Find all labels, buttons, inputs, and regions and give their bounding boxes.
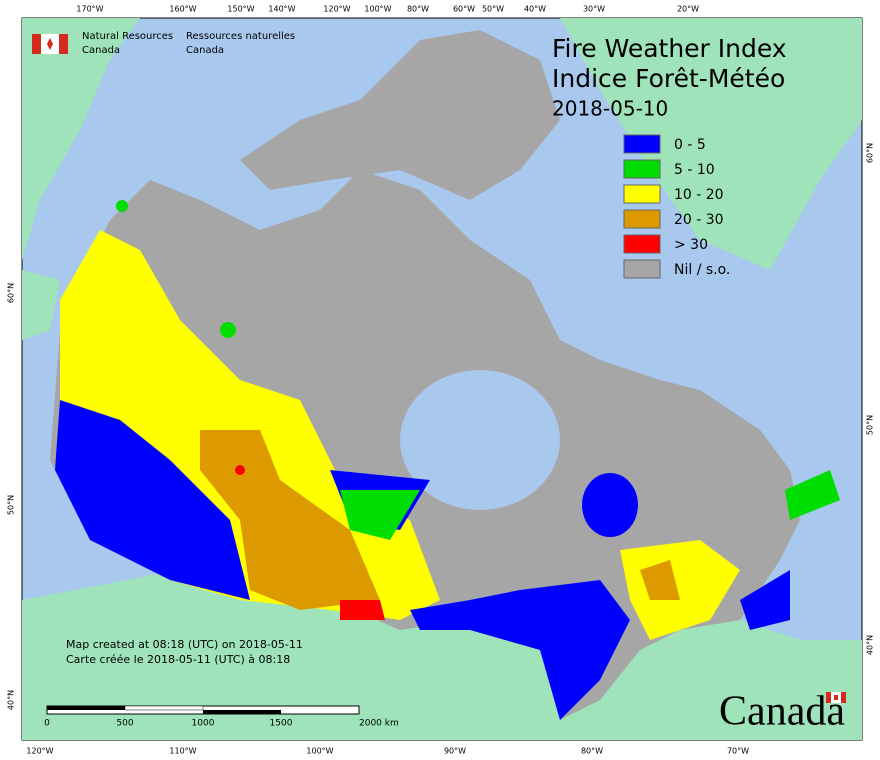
graticule-label: 40°N <box>7 690 16 710</box>
wordmark: Canada <box>719 689 845 735</box>
title-en: Fire Weather Index <box>552 34 787 63</box>
graticule-label: 60°N <box>7 283 16 303</box>
org-en: Natural Resources <box>82 31 173 42</box>
legend-label: 10 - 20 <box>674 187 724 203</box>
scale-label: 1000 <box>192 719 215 729</box>
note-en: Map created at 08:18 (UTC) on 2018-05-11 <box>66 638 303 651</box>
graticule-label: 140°W <box>268 5 295 14</box>
neighbour-land <box>22 18 862 740</box>
scale-label: 500 <box>116 719 133 729</box>
legend-label: > 30 <box>674 237 708 253</box>
date: 2018-05-10 <box>552 97 668 121</box>
graticule-label: 170°W <box>76 5 103 14</box>
legend: 0 - 5 5 - 10 10 - 20 20 - 30 > 30 Nil / s.o. <box>623 134 730 279</box>
graticule-label: 90°W <box>444 747 466 756</box>
legend-swatch <box>623 209 661 229</box>
graticule-label: 40°W <box>524 5 546 14</box>
logo <box>32 34 68 54</box>
graticule-label: 50°N <box>866 415 875 435</box>
title-fr: Indice Forêt-Météo <box>552 64 785 93</box>
graticule-label: 80°W <box>407 5 429 14</box>
legend-swatch <box>623 234 661 254</box>
graticule-label: 50°W <box>482 5 504 14</box>
legend-swatch <box>623 159 661 179</box>
graticule-label: 50°N <box>7 495 16 515</box>
wordmark-flag <box>826 692 846 703</box>
scale-label: 1500 <box>270 719 293 729</box>
graticule-label: 70°W <box>727 747 749 756</box>
org-fr: Canada <box>186 45 224 56</box>
org-en: Canada <box>82 45 120 56</box>
legend-label: 20 - 30 <box>674 212 724 228</box>
graticule-label: 30°W <box>583 5 605 14</box>
graticule-label: 150°W <box>227 5 254 14</box>
legend-swatch <box>623 134 661 154</box>
legend-label: Nil / s.o. <box>674 262 730 278</box>
graticule-label: 20°W <box>677 5 699 14</box>
graticule-label: 160°W <box>169 5 196 14</box>
legend-label: 5 - 10 <box>674 162 715 178</box>
legend-swatch <box>623 184 661 204</box>
graticule-label: 120°W <box>26 747 53 756</box>
graticule-label: 100°W <box>306 747 333 756</box>
fire-weather-zones <box>55 200 840 720</box>
legend-swatch <box>623 259 661 279</box>
org-fr: Ressources naturelles <box>186 31 295 42</box>
note-fr: Carte créée le 2018-05-11 (UTC) à 08:18 <box>66 653 290 666</box>
graticule-label: 100°W <box>364 5 391 14</box>
graticule-label: 40°N <box>866 635 875 655</box>
graticule-label: 60°W <box>453 5 475 14</box>
scale-bar <box>46 705 360 715</box>
graticule-label: 60°N <box>866 143 875 163</box>
graticule-label: 110°W <box>169 747 196 756</box>
legend-label: 0 - 5 <box>674 137 706 153</box>
scale-label: 0 <box>44 719 50 729</box>
scale-label: 2000 km <box>359 719 399 729</box>
graticule-label: 80°W <box>581 747 603 756</box>
graticule-label: 120°W <box>323 5 350 14</box>
